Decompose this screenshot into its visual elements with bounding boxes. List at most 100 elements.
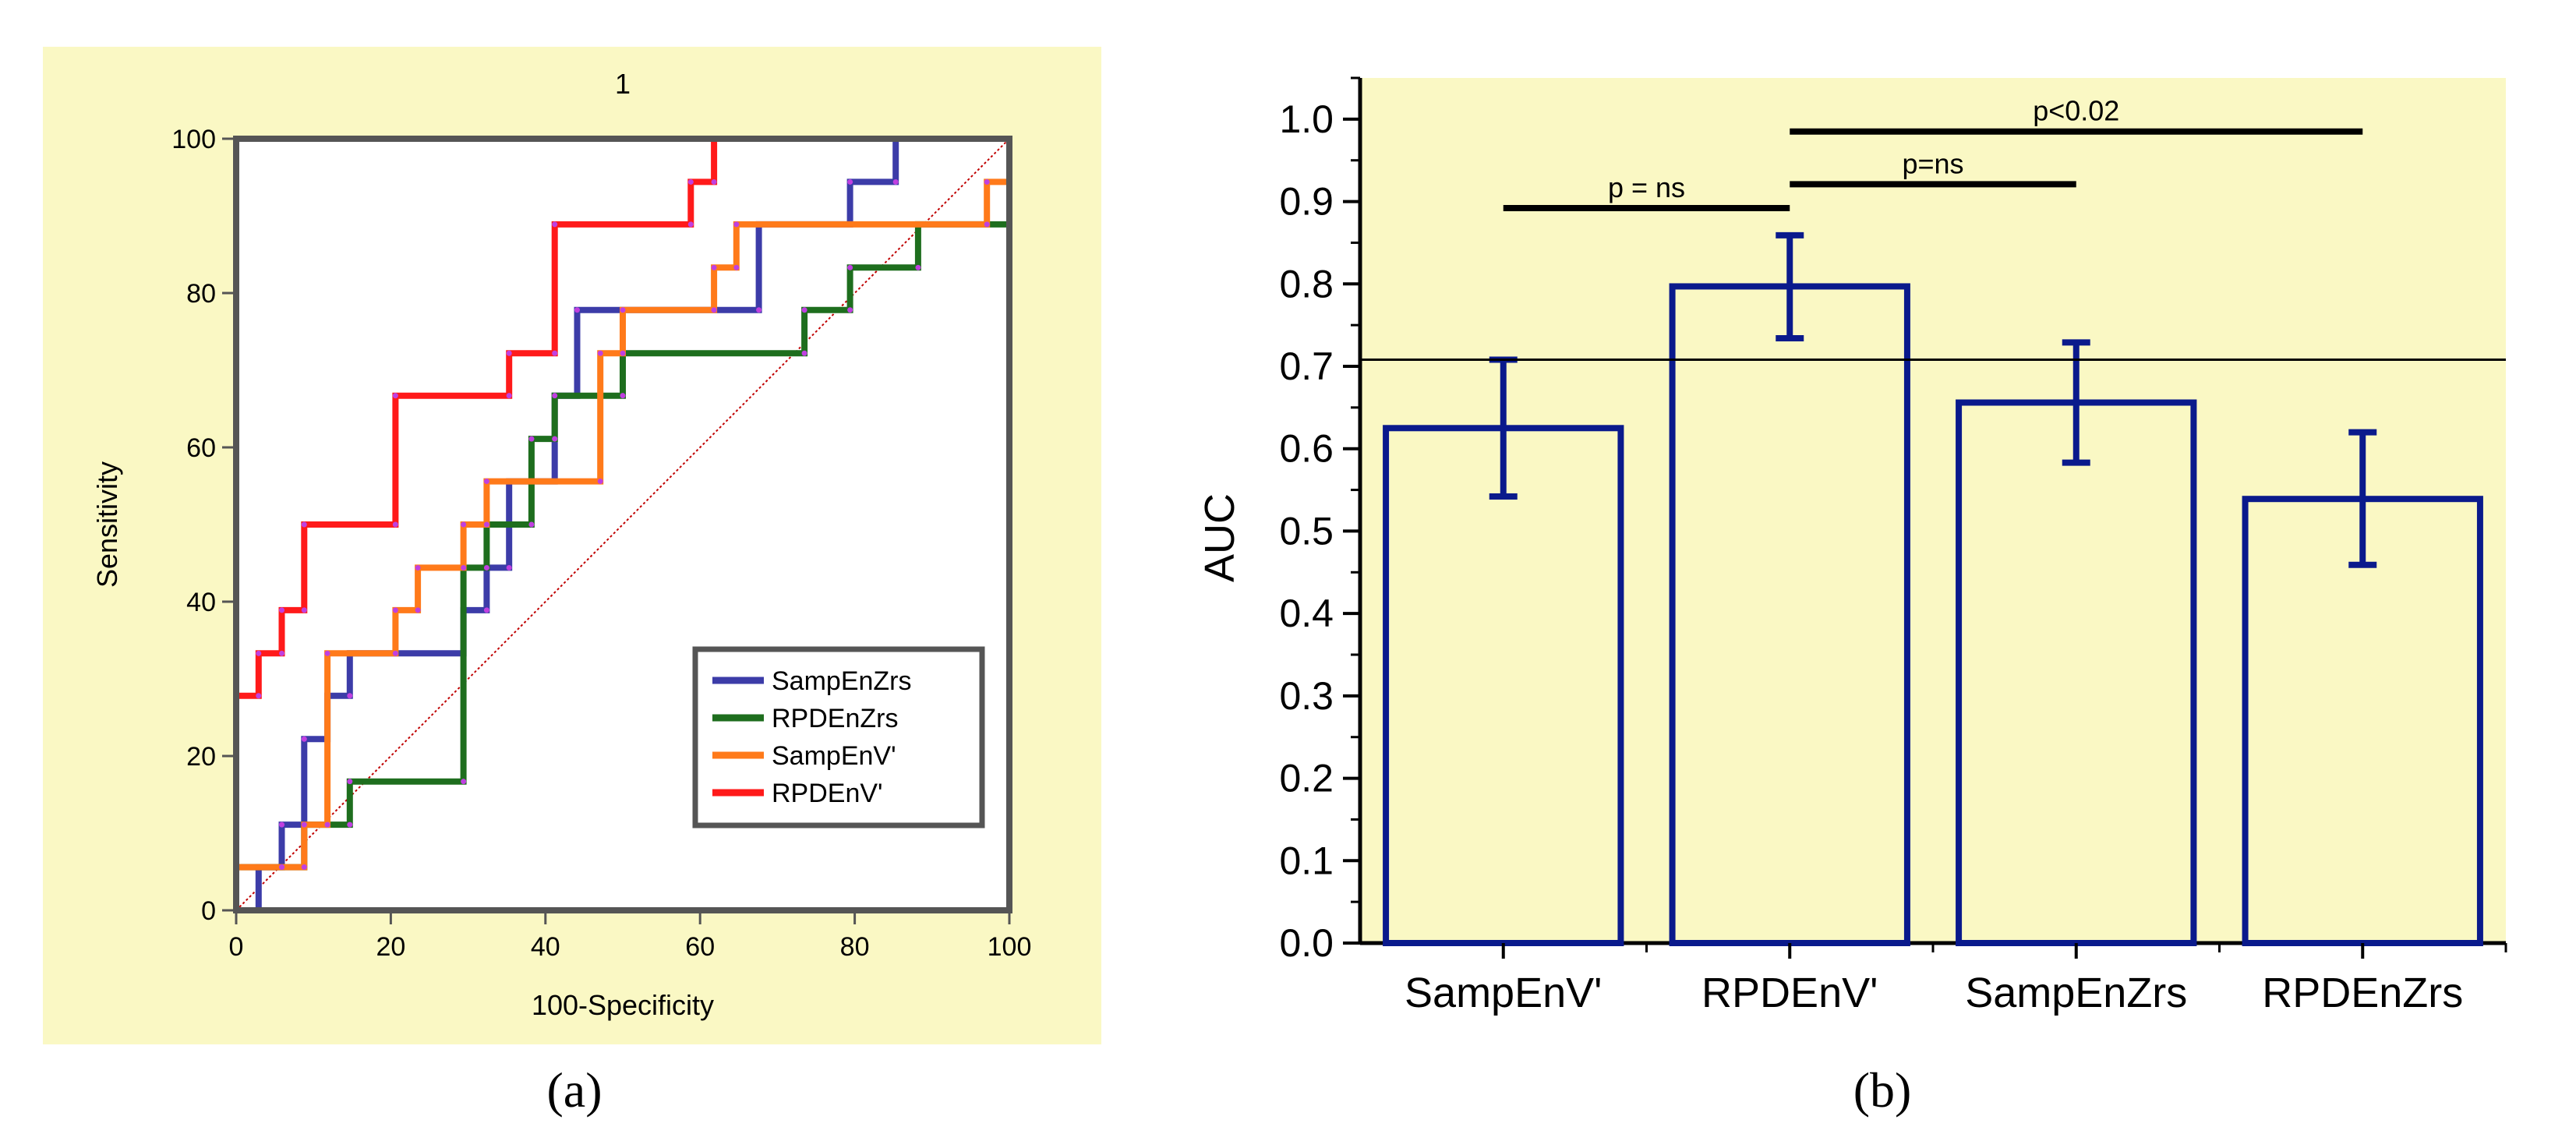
roc-point-rpdenzrs (552, 436, 558, 442)
significance-label: p<0.02 (2033, 95, 2119, 127)
roc-point-sampenv (711, 264, 717, 270)
roc-point-sampenzrs (892, 178, 899, 185)
roc-point-sampenv (483, 521, 489, 528)
roc-point-sampenv (620, 350, 626, 356)
chart-a-legend: SampEnZrs RPDEnZrs SampEnV' RPDEnV' (692, 646, 985, 828)
roc-point-rpdenv (301, 607, 307, 613)
auc-bar (1383, 425, 1624, 946)
roc-point-sampenv (483, 479, 489, 485)
x-tick-label: 60 (685, 932, 715, 962)
roc-point-sampenzrs (756, 307, 762, 313)
roc-point-rpdenv (301, 521, 307, 528)
auc-bar (2242, 496, 2483, 946)
roc-point-sampenv (733, 264, 740, 270)
roc-point-rpdenv (687, 221, 694, 228)
roc-point-rpdenv (256, 650, 262, 656)
roc-point-sampenv (984, 221, 990, 228)
roc-point-sampenzrs (483, 607, 489, 613)
roc-point-sampenv (301, 821, 307, 828)
roc-point-rpdenzrs (915, 264, 921, 270)
roc-point-sampenzrs (279, 821, 285, 828)
legend-label: RPDEnZrs (772, 704, 898, 733)
panel-a-ticks: 0 20 40 60 80 100 0 20 40 60 80 100 (171, 125, 1031, 962)
roc-point-sampenv (324, 650, 330, 656)
auc-bar (1669, 283, 1910, 946)
x-tick-label: 80 (840, 932, 870, 962)
roc-point-sampenzrs (847, 178, 853, 185)
roc-point-rpdenv (687, 178, 694, 185)
y-tick-label: 0.6 (1279, 427, 1334, 471)
roc-point-sampenv (733, 221, 740, 228)
roc-point-rpdenzrs (483, 564, 489, 571)
roc-point-sampenv (620, 307, 626, 313)
significance-label: p=ns (1902, 147, 1963, 179)
y-tick-label: 0.2 (1279, 757, 1334, 800)
x-category-label: SampEnZrs (1965, 970, 2187, 1016)
roc-point-rpdenv (506, 393, 512, 399)
legend-label: SampEnV' (772, 741, 896, 771)
roc-point-sampenv (597, 479, 603, 485)
panel-a: 0 20 40 60 80 100 0 20 40 60 80 100 1 100-Specifici… (43, 47, 1101, 1044)
roc-point-rpdenzrs (347, 779, 353, 785)
roc-point-sampenv (324, 821, 330, 828)
y-tick-label: 0 (201, 896, 216, 926)
y-tick-label: 0.5 (1279, 509, 1334, 553)
roc-point-sampenv (415, 564, 421, 571)
roc-point-rpdenv (256, 693, 262, 699)
panel-b: 0.0 0.1 0.2 0.3 0.4 0.5 0.6 0.7 0.8 0.9 1.0 SampEn… (1196, 76, 2507, 1016)
y-tick-label: 0.1 (1279, 839, 1334, 882)
legend-label: RPDEnV' (772, 779, 883, 808)
roc-point-rpdenzrs (552, 393, 558, 399)
roc-point-sampenv (415, 607, 421, 613)
y-tick-label: 100 (171, 125, 216, 154)
roc-point-rpdenzrs (801, 350, 807, 356)
y-tick-label: 60 (186, 433, 216, 463)
chart-a-title: 1 (615, 68, 631, 100)
roc-point-sampenv (392, 607, 398, 613)
chart-a-xlabel: 100-Specificity (532, 989, 714, 1021)
legend-label: SampEnZrs (772, 666, 912, 696)
roc-point-sampenv (301, 864, 307, 871)
roc-point-rpdenv (552, 350, 558, 356)
chart-b-ylabel: AUC (1196, 493, 1243, 582)
roc-point-sampenv (279, 864, 285, 871)
x-tick-label: 100 (988, 932, 1032, 962)
y-tick-label: 80 (186, 279, 216, 309)
auc-bars: SampEnV' RPDEnV' SampEnZrs RPDEnZrs (1360, 231, 2507, 1016)
panel-a-caption: (a) (546, 1062, 602, 1118)
roc-point-rpdenzrs (528, 521, 535, 528)
x-category-label: RPDEnV' (1701, 970, 1878, 1016)
roc-point-sampenzrs (301, 736, 307, 742)
significance-brackets: p = ns p=ns p<0.02 (1503, 95, 2363, 212)
x-category-label: SampEnV' (1405, 970, 1602, 1016)
y-tick-label: 0.0 (1279, 921, 1334, 965)
roc-point-sampenzrs (506, 564, 512, 571)
y-tick-label: 40 (186, 588, 216, 617)
y-tick-label: 0.8 (1279, 262, 1334, 306)
y-tick-label: 0.3 (1279, 674, 1334, 718)
y-tick-label: 20 (186, 742, 216, 772)
roc-point-rpdenzrs (461, 779, 467, 785)
significance-label: p = ns (1608, 171, 1685, 203)
roc-point-rpdenzrs (847, 264, 853, 270)
roc-point-rpdenv (392, 393, 398, 399)
roc-point-rpdenzrs (847, 307, 853, 313)
roc-point-rpdenv (279, 650, 285, 656)
roc-point-rpdenzrs (801, 307, 807, 313)
y-tick-label: 1.0 (1279, 97, 1334, 141)
roc-series (233, 136, 1012, 913)
roc-point-rpdenzrs (347, 821, 353, 828)
roc-point-sampenv (461, 521, 467, 528)
roc-point-rpdenzrs (528, 436, 535, 442)
roc-point-sampenv (984, 178, 990, 185)
x-category-label: RPDEnZrs (2262, 970, 2463, 1016)
y-tick-label: 0.4 (1279, 592, 1334, 635)
roc-point-sampenv (711, 307, 717, 313)
x-tick-label: 40 (531, 932, 560, 962)
chart-a-ylabel: Sensitivity (91, 461, 123, 588)
roc-point-rpdenv (279, 607, 285, 613)
roc-point-sampenzrs (574, 307, 580, 313)
roc-point-sampenzrs (347, 693, 353, 699)
roc-point-sampenv (597, 350, 603, 356)
